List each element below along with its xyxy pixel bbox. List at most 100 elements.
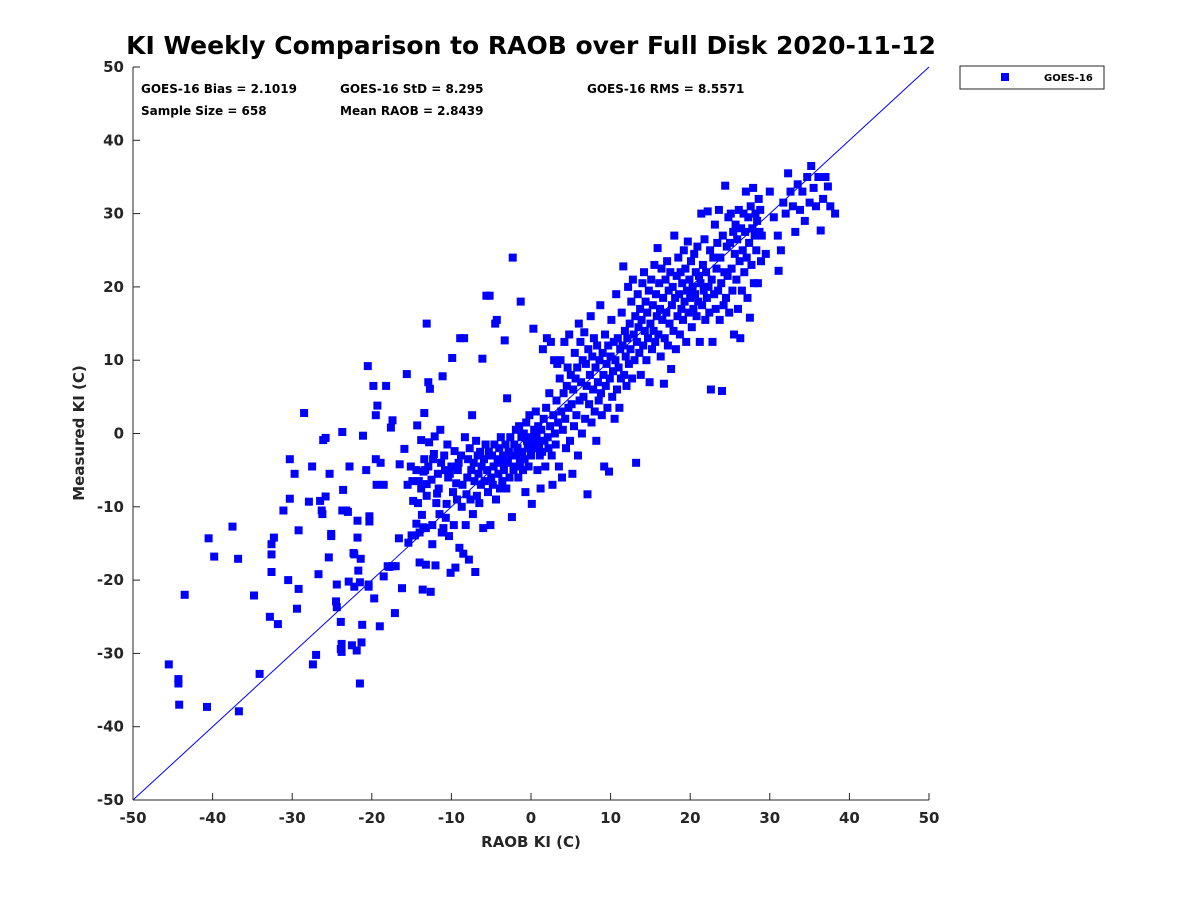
data-point xyxy=(477,462,486,471)
data-point xyxy=(558,425,567,434)
data-point xyxy=(363,362,372,371)
data-point xyxy=(496,484,504,493)
data-point xyxy=(458,480,467,489)
data-point xyxy=(585,400,594,409)
data-point xyxy=(690,249,699,258)
data-point xyxy=(486,521,495,530)
data-point xyxy=(781,209,790,218)
data-point xyxy=(180,590,189,599)
data-point xyxy=(365,517,374,526)
data-point xyxy=(203,702,211,711)
legend-label-goes16: GOES-16 xyxy=(1044,73,1093,84)
data-point xyxy=(350,582,359,591)
data-point xyxy=(602,359,611,368)
data-point xyxy=(652,312,661,321)
data-point xyxy=(614,363,623,372)
data-point xyxy=(499,466,508,475)
data-point xyxy=(686,293,695,302)
data-point xyxy=(438,372,447,381)
data-point xyxy=(536,484,545,493)
data-point xyxy=(642,356,651,365)
data-point xyxy=(660,334,669,343)
data-point xyxy=(823,182,832,191)
data-point xyxy=(601,381,610,390)
data-point xyxy=(210,552,219,561)
data-point xyxy=(774,266,783,275)
data-point xyxy=(452,479,461,488)
data-point xyxy=(480,455,488,464)
data-point xyxy=(525,411,534,420)
data-point xyxy=(547,451,556,460)
data-point xyxy=(565,330,574,339)
data-point xyxy=(515,422,524,431)
data-point xyxy=(645,378,654,387)
x-axis-ticks: -50 -40 -30 -20 -10 0 10 20 30 40 50 xyxy=(119,793,939,827)
data-point xyxy=(440,451,449,460)
data-point xyxy=(680,297,689,306)
data-point xyxy=(445,532,453,541)
data-point xyxy=(749,183,758,192)
x-tick-label: 30 xyxy=(759,809,780,827)
data-point xyxy=(587,418,596,427)
data-point xyxy=(670,231,679,240)
data-point xyxy=(483,466,492,475)
data-point xyxy=(663,341,672,350)
data-point xyxy=(436,425,445,434)
data-point xyxy=(403,480,412,489)
data-point xyxy=(434,484,443,493)
data-point xyxy=(687,323,696,332)
data-point xyxy=(636,304,645,313)
data-point xyxy=(535,440,543,449)
data-point xyxy=(424,378,433,387)
data-point xyxy=(479,524,488,533)
data-point xyxy=(605,374,614,383)
data-point xyxy=(417,436,426,445)
data-point xyxy=(595,356,604,365)
data-point xyxy=(698,260,707,269)
data-point xyxy=(428,540,437,549)
data-point xyxy=(327,529,336,538)
data-point xyxy=(460,433,469,442)
data-point xyxy=(519,429,528,438)
data-point xyxy=(630,356,639,365)
data-point xyxy=(557,407,566,416)
data-point xyxy=(617,308,626,317)
data-point xyxy=(601,330,609,339)
data-point xyxy=(605,467,613,476)
data-point xyxy=(398,584,406,593)
data-point xyxy=(723,271,732,280)
data-point xyxy=(343,507,352,516)
data-point xyxy=(412,519,421,528)
data-point xyxy=(623,334,632,343)
data-point xyxy=(773,231,782,240)
data-point xyxy=(459,549,468,558)
data-point xyxy=(718,387,726,395)
data-point xyxy=(613,334,622,343)
data-point xyxy=(650,260,659,269)
data-point xyxy=(391,562,400,571)
data-point xyxy=(577,378,586,387)
data-point xyxy=(765,187,774,196)
data-point xyxy=(469,458,478,467)
data-point xyxy=(175,700,184,709)
data-point xyxy=(692,312,701,321)
data-point xyxy=(410,531,419,540)
data-point xyxy=(701,315,710,324)
data-point xyxy=(234,554,243,563)
data-point xyxy=(471,568,480,576)
data-point xyxy=(656,352,665,361)
data-point xyxy=(805,198,814,207)
data-point xyxy=(608,392,617,401)
data-point xyxy=(441,466,449,475)
data-point xyxy=(563,363,572,372)
data-point xyxy=(465,444,474,453)
data-point xyxy=(756,205,765,214)
data-point xyxy=(538,345,547,354)
data-point xyxy=(425,438,434,447)
data-point xyxy=(812,202,820,211)
y-tick-label: 40 xyxy=(103,131,124,149)
data-point xyxy=(577,429,586,438)
x-tick-label: -20 xyxy=(358,809,385,827)
data-point xyxy=(312,650,321,659)
y-tick-label: -20 xyxy=(97,571,124,589)
